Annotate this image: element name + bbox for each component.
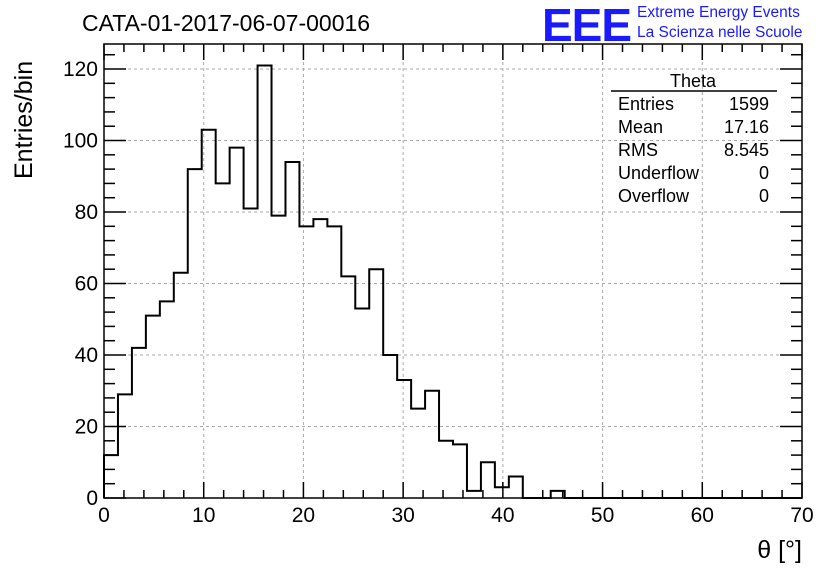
stats-label: Entries	[618, 94, 674, 114]
x-tick-label: 30	[391, 504, 414, 527]
x-tick-label: 0	[98, 504, 110, 527]
stats-label: Overflow	[618, 186, 690, 206]
grid	[104, 44, 802, 498]
x-tick-label: 60	[691, 504, 714, 527]
stats-box: Theta Entries 1599 Mean 17.16 RMS 8.545 Underf…	[611, 71, 777, 206]
y-tick-label: 80	[75, 201, 98, 224]
x-tick-labels: 0 10 20 30 40 50 60 70	[98, 504, 814, 527]
histogram-line	[103, 64, 802, 499]
stats-box-name: Theta	[670, 71, 717, 91]
y-tick-label: 0	[86, 487, 98, 510]
x-axis-title: θ [°]	[757, 536, 802, 564]
y-axis-title: Entries/bin	[10, 61, 38, 179]
stats-value: 0	[759, 186, 769, 206]
stats-label: Underflow	[618, 163, 700, 183]
stats-label: Mean	[618, 117, 663, 137]
logo-caption: Extreme Energy Events La Scienza nelle S…	[637, 3, 802, 43]
x-tick-label: 40	[491, 504, 514, 527]
stats-value: 17.16	[724, 117, 769, 137]
y-tick-label: 20	[75, 416, 98, 439]
x-tick-label: 20	[292, 504, 315, 527]
stats-rows: Entries 1599 Mean 17.16 RMS 8.545 Underflow 0 Ov…	[618, 94, 769, 206]
x-tick-label: 70	[790, 504, 813, 527]
y-tick-label: 120	[63, 58, 98, 81]
stats-value: 1599	[729, 94, 769, 114]
plot-frame	[103, 43, 803, 499]
y-tick-label: 100	[63, 130, 98, 153]
y-tick-label: 60	[75, 273, 98, 296]
x-tick-label: 50	[591, 504, 614, 527]
stats-value: 8.545	[724, 140, 769, 160]
logo-caption-line2: La Scienza nelle Scuole	[637, 24, 803, 41]
histogram-bars	[103, 64, 802, 499]
y-tick-labels: 0 20 40 60 80 100 120	[63, 58, 98, 510]
eee-logo: EEE	[542, 0, 632, 51]
x-tick-label: 10	[192, 504, 215, 527]
y-tick-label: 40	[75, 344, 98, 367]
stats-label: RMS	[618, 140, 658, 160]
axis-ticks	[103, 44, 803, 499]
chart-title: CATA-01-2017-06-07-00016	[82, 10, 371, 36]
logo-caption-line1: Extreme Energy Events	[637, 4, 800, 21]
stats-value: 0	[759, 163, 769, 183]
